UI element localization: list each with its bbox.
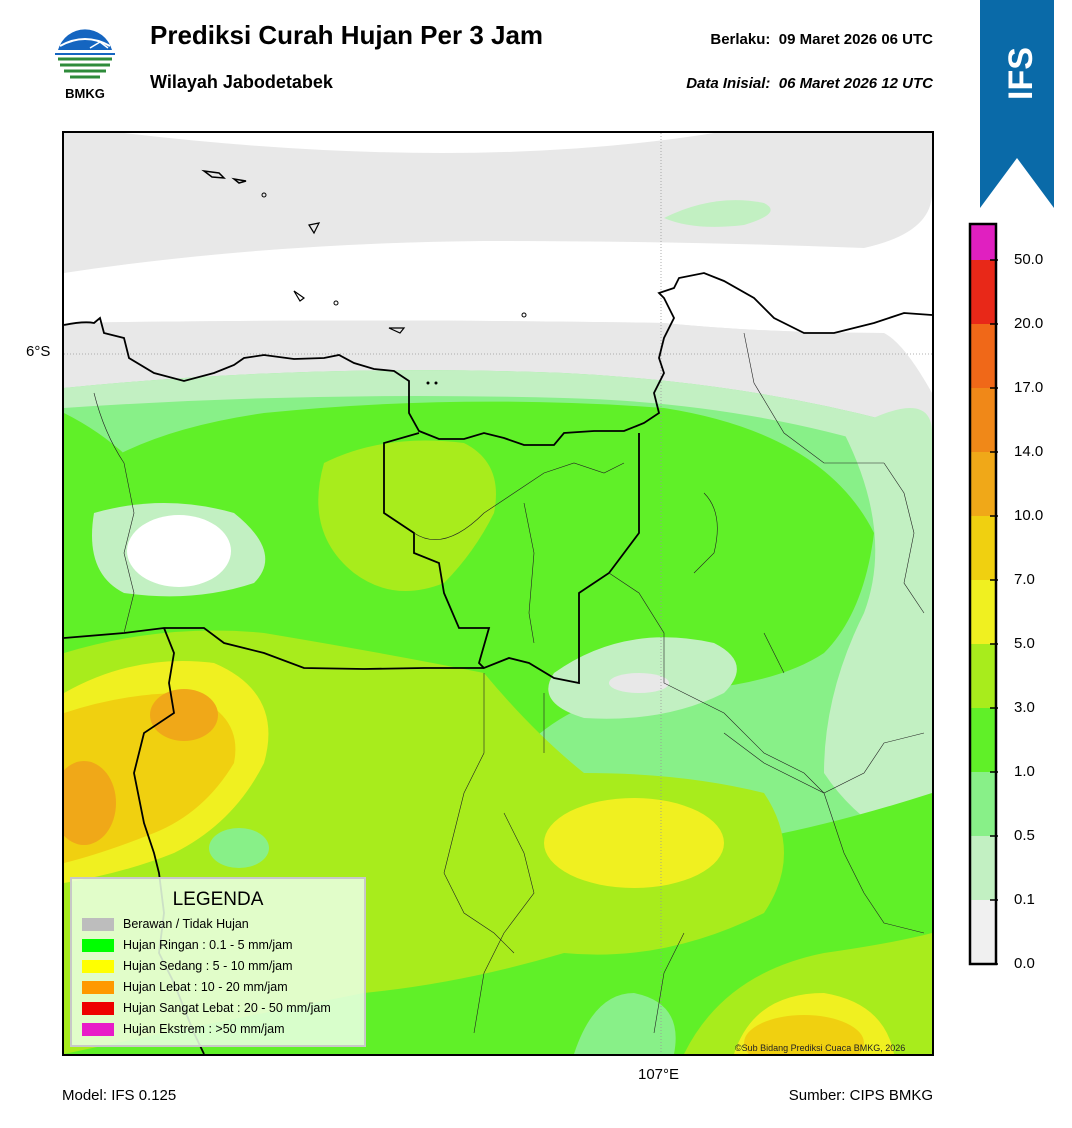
clear-area-band (64, 193, 932, 393)
colorbar-tick-label: 50.0 (1014, 251, 1044, 268)
logo-text: BMKG (65, 86, 105, 101)
rain-1-3-west (64, 413, 134, 493)
map-legend: LEGENDA Berawan / Tidak Hujan Hujan Ring… (70, 877, 366, 1047)
island (434, 381, 438, 385)
colorbar-tick-label: 7.0 (1014, 571, 1035, 588)
island (293, 290, 306, 302)
cloud-center (609, 673, 669, 693)
district-boundaries (93, 332, 925, 1034)
rain-3-5-north (318, 440, 496, 591)
colorbar-tick-label: 0.0 (1014, 955, 1035, 972)
colorbar-segment (970, 836, 996, 900)
ifs-badge-text: IFS (1002, 47, 1040, 100)
colorbar-segment (970, 452, 996, 516)
colorbar-tick-label: 14.0 (1014, 443, 1044, 460)
model-label: Model: IFS 0.125 (62, 1087, 177, 1104)
page-subtitle: Wilayah Jabodetabek (150, 72, 333, 92)
source-label: Sumber: CIPS BMKG (788, 1087, 933, 1104)
colorbar-tick-label: 1.0 (1014, 763, 1035, 780)
rain-10-14-patch-b (64, 761, 116, 845)
rain-5-7-center (544, 798, 724, 888)
colorbar-tick-label: 0.5 (1014, 827, 1035, 844)
colorbar-segment (970, 388, 996, 452)
legend-label: Hujan Sangat Lebat : 20 - 50 mm/jam (123, 1001, 331, 1015)
valid-label: Berlaku: (710, 31, 771, 48)
ifs-badge: IFS (980, 0, 1054, 208)
rain-0.1-0.5-band (64, 370, 932, 463)
rain-10-14-patch-a (150, 689, 218, 741)
legend-swatch (82, 939, 114, 952)
colorbar-tick-label: 0.1 (1014, 891, 1035, 908)
legend-label: Hujan Lebat : 10 - 20 mm/jam (123, 980, 288, 994)
legend-swatch (82, 1002, 114, 1015)
legend-label: Hujan Ringan : 0.1 - 5 mm/jam (123, 938, 293, 952)
cloud-band (64, 320, 932, 433)
colorbar-segment (970, 324, 996, 388)
province-boundary (64, 627, 484, 670)
colorbar-segment (970, 708, 996, 772)
lat-tick-label: 6°S (26, 343, 51, 360)
valid-value: 09 Maret 2026 06 UTC (778, 31, 933, 48)
legend-swatch (82, 918, 114, 931)
colorbar-tick-label: 10.0 (1014, 507, 1044, 524)
island (308, 222, 321, 235)
rain-0.1-0.5-patch (664, 200, 771, 227)
island (333, 300, 339, 306)
legend-label: Hujan Sedang : 5 - 10 mm/jam (123, 959, 293, 973)
colorbar (968, 222, 998, 966)
lon-tick-label: 107°E (638, 1066, 680, 1083)
colorbar-tick-label: 5.0 (1014, 635, 1035, 652)
rain-0.1-0.5-east (824, 408, 932, 853)
island (521, 312, 527, 318)
colorbar-segment (970, 260, 996, 324)
colorbar-tick-label: 20.0 (1014, 315, 1044, 332)
rain-7-10-se (744, 1015, 864, 1054)
island (201, 169, 226, 179)
colorbar-segment (970, 900, 996, 964)
bmkg-logo-icon (54, 25, 116, 87)
colorbar-segment (970, 516, 996, 580)
init-label: Data Inisial: (686, 75, 771, 92)
clear-area-west (127, 515, 231, 587)
colorbar-tick-label: 3.0 (1014, 699, 1035, 716)
legend-label: Hujan Ekstrem : >50 mm/jam (123, 1022, 285, 1036)
legend-swatch (82, 960, 114, 973)
legend-title: LEGENDA (172, 889, 264, 910)
rain-0.5-1-patch (209, 828, 269, 868)
colorbar-segment (970, 224, 996, 260)
island (231, 177, 247, 184)
init-value: 06 Maret 2026 12 UTC (778, 75, 933, 92)
colorbar-tick-label: 17.0 (1014, 379, 1044, 396)
rain-0.5-1-south (574, 993, 676, 1054)
colorbar-segment (970, 580, 996, 644)
island (388, 327, 406, 334)
colorbar-segment (970, 772, 996, 836)
valid-time: Berlaku: 09 Maret 2026 06 UTC (710, 31, 933, 48)
legend-swatch (82, 1023, 114, 1036)
rainfall-map: LEGENDA Berawan / Tidak Hujan Hujan Ring… (62, 131, 934, 1056)
legend-swatch (82, 981, 114, 994)
clear-area-north (124, 133, 714, 153)
page-title: Prediksi Curah Hujan Per 3 Jam (150, 20, 544, 50)
island (426, 381, 430, 385)
island (261, 192, 267, 198)
map-copyright: ©Sub Bidang Prediksi Cuaca BMKG, 2026 (735, 1043, 906, 1053)
coastline (64, 272, 932, 446)
init-time: Data Inisial: 06 Maret 2026 12 UTC (686, 75, 933, 92)
colorbar-segment (970, 644, 996, 708)
colorbar-border (968, 222, 998, 966)
legend-label: Berawan / Tidak Hujan (123, 917, 249, 931)
